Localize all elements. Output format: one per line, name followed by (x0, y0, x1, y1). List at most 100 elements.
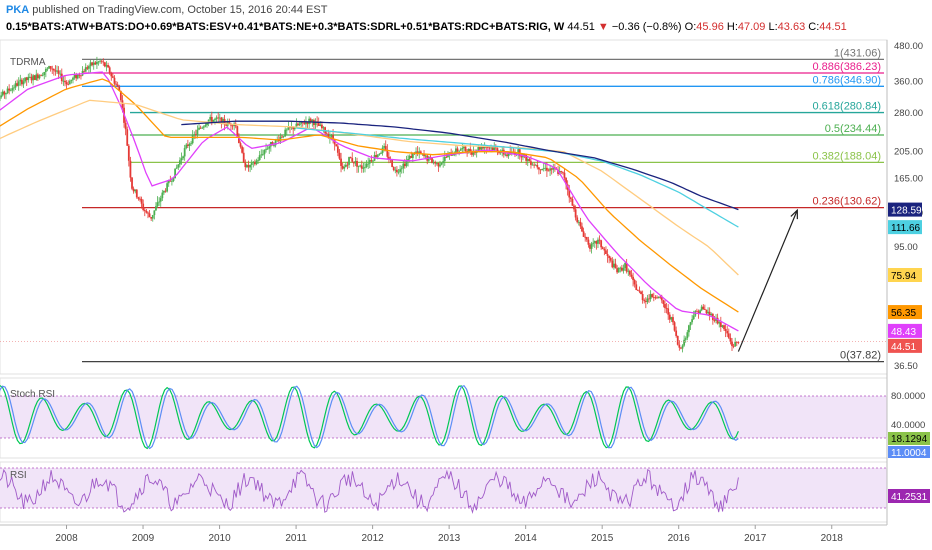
candle-body (732, 345, 735, 347)
candle-body (218, 117, 221, 119)
time-label-2013: 2013 (438, 533, 461, 544)
candle-body (600, 240, 603, 248)
candle-body (332, 135, 334, 140)
candle-body (483, 146, 486, 149)
candle-body (410, 155, 413, 158)
candle-body (164, 190, 167, 192)
candle-body (151, 215, 154, 219)
candle-body (461, 147, 464, 150)
candle-body (613, 263, 615, 268)
author-name[interactable]: PKA (6, 4, 30, 16)
rsi-path (0, 468, 739, 514)
fib-retracement[interactable]: 1(431.06) 0.886(386.23)0.786(346.90) 0.618… (82, 47, 884, 363)
candle-body (689, 322, 692, 326)
candle-body (113, 77, 116, 84)
candle-body (573, 205, 575, 210)
candle-body (242, 152, 245, 163)
candle-body (282, 136, 285, 138)
candle-body (638, 290, 641, 292)
candle-body (191, 134, 194, 144)
candle-body (721, 325, 724, 327)
trend-arrow[interactable] (737, 208, 798, 352)
candle-body (603, 248, 606, 251)
candle-body (83, 70, 86, 72)
candle-body (408, 155, 411, 159)
candle-body (72, 77, 74, 80)
stoch-tick-40: 40.0000 (891, 420, 925, 431)
candle-body (643, 300, 646, 302)
candle-body (225, 124, 228, 126)
candle-body (648, 298, 650, 300)
candle-body (659, 296, 662, 298)
candle-body (544, 167, 547, 169)
candle-body (343, 166, 346, 169)
time-label-2012: 2012 (361, 533, 384, 544)
candle-body (579, 221, 582, 227)
candle-body (88, 66, 90, 69)
candle-body (80, 75, 82, 77)
candle-body (28, 76, 31, 78)
candle-body (178, 160, 181, 165)
candle-body (678, 344, 681, 348)
candle-body (202, 126, 205, 128)
candle-body (279, 136, 282, 142)
candle-body (581, 226, 583, 232)
stoch-d-value: 11.0004 (891, 448, 927, 459)
symbol-expression[interactable]: 0.15*BATS:ATW+BATS:DO+0.69*BATS:ESV+0.41… (6, 21, 565, 33)
candle-body (105, 65, 108, 67)
fib-label-7: 0(37.82) (840, 350, 881, 362)
time-label-2010: 2010 (208, 533, 231, 544)
candle-body (625, 263, 628, 272)
candle-body (30, 76, 33, 81)
fib-label-3: 0.618(280.84) (813, 101, 882, 113)
candle-body (330, 135, 333, 137)
candle-body (210, 116, 213, 122)
candle-body (129, 160, 132, 178)
candle-body (713, 320, 716, 321)
candle-body (593, 241, 596, 243)
candle-body (27, 76, 30, 81)
candle-body (582, 231, 585, 237)
candle-body (676, 335, 679, 345)
candlesticks (0, 56, 887, 353)
candle-body (204, 125, 207, 127)
candle-body (49, 66, 52, 69)
candle-body (378, 153, 381, 155)
candle-body (364, 166, 366, 168)
candle-body (206, 123, 208, 126)
candle-body (641, 294, 644, 301)
candle-body (140, 198, 143, 204)
candle-body (351, 158, 354, 162)
candle-body (705, 309, 708, 314)
close-value: 44.51 (819, 21, 847, 33)
candle-body (595, 241, 598, 244)
candle-body (651, 294, 654, 298)
candle-body (463, 146, 465, 148)
candle-body (477, 147, 480, 151)
candle-body (150, 217, 153, 219)
fib-label-5: 0.382(188.04) (813, 150, 882, 162)
time-axis[interactable]: 2008 2009 2010 2011 2012 2013 2014 2015 2016 2017… (55, 525, 843, 544)
candle-body (649, 294, 652, 300)
candle-body (636, 289, 639, 291)
candle-body (469, 148, 472, 153)
candle-body (597, 239, 599, 244)
candle-body (456, 148, 459, 152)
candle-body (507, 151, 510, 157)
candle-body (335, 144, 338, 147)
candle-body (726, 330, 729, 334)
candle-body (54, 70, 57, 72)
candle-body (124, 122, 127, 130)
candle-body (531, 164, 534, 166)
candle-body (534, 164, 537, 166)
candle-body (65, 82, 68, 85)
candle-body (372, 160, 374, 162)
publish-text: published on TradingView.com, October 15… (32, 4, 328, 16)
candle-body (617, 267, 620, 273)
candle-body (268, 146, 271, 149)
candle-body (9, 90, 12, 92)
candle-body (17, 81, 20, 86)
candle-body (400, 168, 403, 170)
candle-body (482, 146, 484, 149)
